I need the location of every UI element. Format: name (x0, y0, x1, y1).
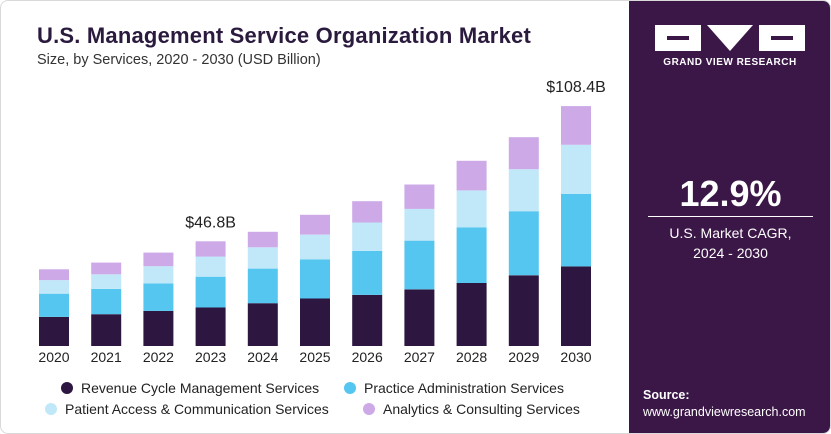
legend-label-revenue-cycle: Revenue Cycle Management Services (81, 380, 320, 396)
legend-label-patient-access: Patient Access & Communication Services (65, 401, 329, 417)
cagr-value: 12.9% (679, 173, 782, 214)
bar-2021-revenue-cycle-management-services (91, 314, 122, 346)
legend-swatch-analytics-consulting (363, 403, 375, 415)
bar-2026-revenue-cycle-management-services (352, 294, 383, 346)
bar-2030-practice-administration-services (561, 193, 591, 267)
bar-2028-practice-administration-services (456, 227, 487, 283)
source-url[interactable]: www.grandviewresearch.com (643, 405, 806, 419)
bar-2023-practice-administration-services (195, 276, 226, 308)
bar-2026-patient-access-and-communication-services (352, 222, 383, 251)
bar-2030-revenue-cycle-management-services (561, 266, 591, 346)
bar-2021-patient-access-and-communication-services (91, 274, 122, 289)
bar-2027-practice-administration-services (404, 240, 435, 290)
chart-title: U.S. Management Service Organization Mar… (37, 23, 531, 48)
bar-2030-patient-access-and-communication-services (561, 144, 591, 194)
bar-2027-patient-access-and-communication-services (404, 208, 435, 241)
bar-2022-revenue-cycle-management-services (143, 310, 174, 346)
bar-2024-revenue-cycle-management-services (247, 303, 278, 346)
cagr-label-line1: U.S. Market CAGR, (669, 225, 792, 241)
bar-2020-patient-access-and-communication-services (39, 280, 69, 294)
gvr-logo-mark-icon (655, 25, 805, 51)
legend-item-practice-administration: Practice Administration Services (344, 380, 564, 396)
bar-2025-practice-administration-services (300, 259, 330, 299)
bar-2028-analytics-and-consulting-services (456, 160, 487, 191)
x-tick-label-2029: 2029 (508, 349, 539, 365)
bar-2027-revenue-cycle-management-services (404, 289, 435, 346)
bar-2022-practice-administration-services (143, 283, 174, 311)
x-tick-label-2025: 2025 (299, 349, 330, 365)
x-tick-label-2023: 2023 (195, 349, 226, 365)
bar-2024-analytics-and-consulting-services (247, 231, 278, 248)
x-tick-label-2021: 2021 (91, 349, 122, 365)
x-tick-label-2022: 2022 (143, 349, 174, 365)
legend-label-analytics-consulting: Analytics & Consulting Services (383, 401, 580, 417)
bar-2020-practice-administration-services (39, 293, 69, 317)
bar-2023-analytics-and-consulting-services (195, 241, 226, 257)
stacked-bar-chart: 2020 2021 2022 2023 2024 2025 2026 2027 2028 2029… (38, 79, 606, 365)
bar-2029-patient-access-and-communication-services (508, 169, 539, 212)
bar-2025-analytics-and-consulting-services (300, 214, 330, 235)
cagr-sidebar: GRAND VIEW RESEARCH 12.9% U.S. Market CA… (629, 1, 830, 433)
x-tick-label-2030: 2030 (560, 349, 591, 365)
bar-2024-patient-access-and-communication-services (247, 247, 278, 269)
x-tick-label-2024: 2024 (247, 349, 278, 365)
legend-swatch-practice-administration (344, 382, 356, 394)
x-tick-label-2026: 2026 (352, 349, 383, 365)
bar-2024-practice-administration-services (247, 268, 278, 304)
bar-2029-analytics-and-consulting-services (508, 137, 539, 170)
legend-item-analytics-consulting: Analytics & Consulting Services (363, 401, 580, 417)
data-label-2030: $108.4B (546, 79, 606, 96)
bar-2028-revenue-cycle-management-services (456, 282, 487, 346)
bar-2025-patient-access-and-communication-services (300, 234, 330, 260)
bar-2023-revenue-cycle-management-services (195, 307, 226, 346)
bar-2022-patient-access-and-communication-services (143, 266, 174, 284)
cagr-label-line2: 2024 - 2030 (693, 245, 768, 261)
bar-2020-analytics-and-consulting-services (39, 269, 69, 281)
bar-2022-analytics-and-consulting-services (143, 252, 174, 267)
grand-view-research-logo: GRAND VIEW RESEARCH (655, 25, 805, 68)
legend-item-patient-access: Patient Access & Communication Services (45, 401, 329, 417)
legend-item-revenue-cycle: Revenue Cycle Management Services (61, 380, 319, 396)
legend-label-practice-administration: Practice Administration Services (364, 380, 564, 396)
bar-2029-revenue-cycle-management-services (508, 275, 539, 346)
bar-2028-patient-access-and-communication-services (456, 190, 487, 228)
bar-2030-analytics-and-consulting-services (561, 106, 591, 145)
x-tick-label-2027: 2027 (404, 349, 435, 365)
bar-2026-practice-administration-services (352, 250, 383, 295)
bar-2021-analytics-and-consulting-services (91, 262, 122, 275)
data-label-2023: $46.8B (185, 214, 236, 231)
chart-subtitle: Size, by Services, 2020 - 2030 (USD Bill… (37, 52, 321, 68)
bar-2020-revenue-cycle-management-services (39, 316, 69, 346)
bar-2027-analytics-and-consulting-services (404, 184, 435, 209)
source-title: Source: (643, 388, 690, 402)
bar-2023-patient-access-and-communication-services (195, 256, 226, 277)
bar-2029-practice-administration-services (508, 211, 539, 276)
bar-2026-analytics-and-consulting-services (352, 201, 383, 223)
x-tick-label-2020: 2020 (38, 349, 69, 365)
source-note: Source: www.grandviewresearch.com (643, 387, 806, 421)
x-tick-label-2028: 2028 (456, 349, 487, 365)
bar-2025-revenue-cycle-management-services (300, 298, 330, 346)
legend-swatch-patient-access (45, 403, 57, 415)
cagr-divider (648, 216, 813, 217)
legend-swatch-revenue-cycle (61, 382, 73, 394)
cagr-label: U.S. Market CAGR, 2024 - 2030 (629, 223, 830, 263)
bar-2021-practice-administration-services (91, 288, 122, 315)
brand-name: GRAND VIEW RESEARCH (663, 57, 797, 68)
